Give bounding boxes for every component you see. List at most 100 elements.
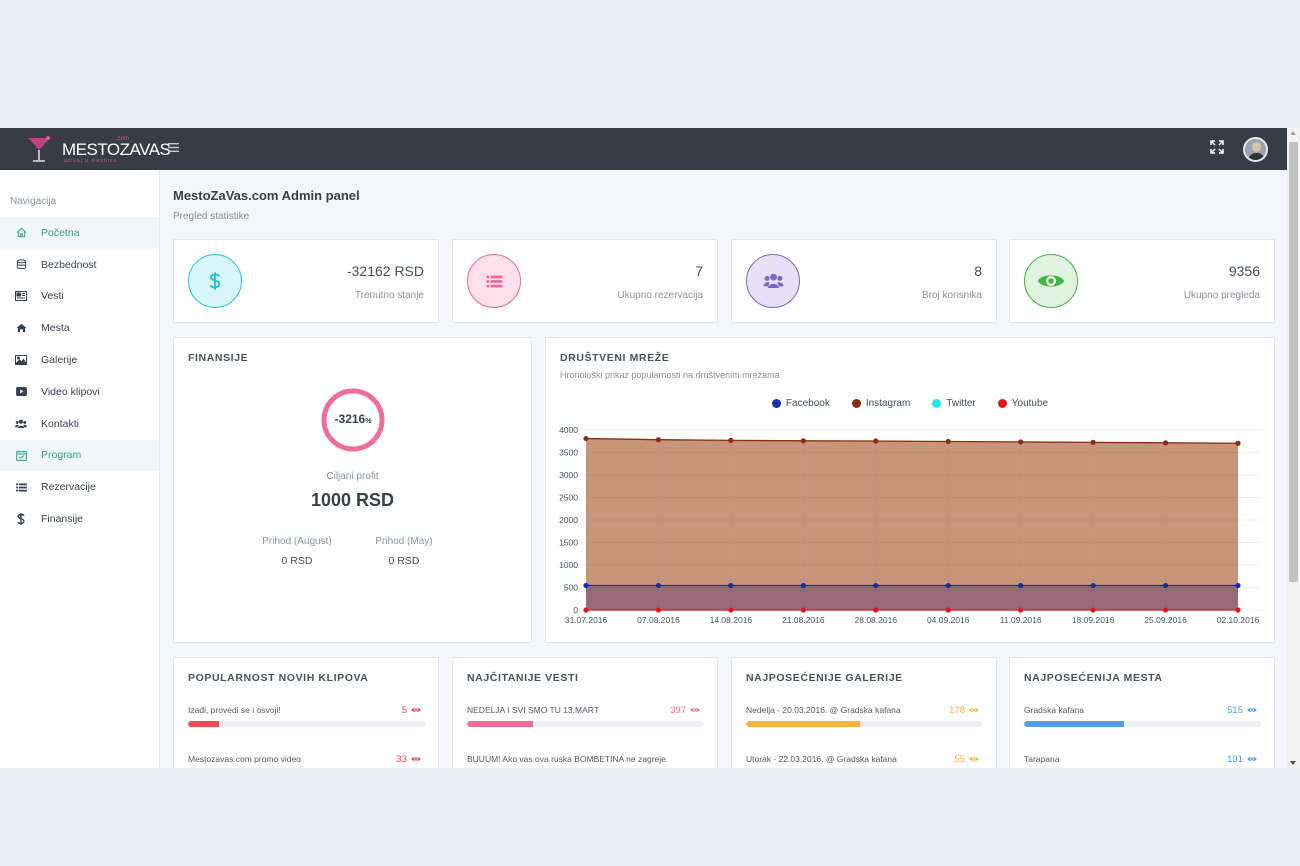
sidebar-item[interactable]: Početna bbox=[0, 217, 159, 249]
users-icon bbox=[762, 273, 784, 289]
y-tick-label: 1500 bbox=[559, 538, 578, 548]
view-count: 191 bbox=[1227, 753, 1261, 765]
brand-logo[interactable]: MESTOZAVAS uzivaj u mestima .com bbox=[24, 134, 171, 166]
popular-title: NAJČITANIJE VESTI bbox=[467, 672, 579, 684]
y-tick-label: 0 bbox=[573, 605, 578, 615]
data-point bbox=[728, 607, 734, 613]
users-icon bbox=[15, 418, 27, 430]
scroll-up-arrow-icon[interactable] bbox=[1290, 131, 1296, 135]
sidebar-item[interactable]: Kontakti bbox=[0, 408, 159, 440]
user-avatar[interactable] bbox=[1243, 137, 1268, 162]
data-point bbox=[873, 582, 879, 589]
legend-dot bbox=[932, 399, 942, 408]
sidebar-item-label: Bezbednost bbox=[41, 258, 97, 271]
y-tick-label: 500 bbox=[564, 583, 578, 593]
legend-item[interactable]: Twitter bbox=[932, 398, 976, 409]
data-point bbox=[800, 607, 806, 613]
sidebar-item[interactable]: Vesti bbox=[0, 281, 159, 313]
stat-value: 7 bbox=[695, 263, 703, 279]
eye-icon bbox=[1247, 707, 1257, 714]
top-navbar: MESTOZAVAS uzivaj u mestima .com bbox=[0, 128, 1300, 170]
legend-label: Instagram bbox=[865, 398, 911, 409]
cocktail-glass-icon bbox=[28, 136, 50, 162]
target-value: 1000 RSD bbox=[310, 490, 395, 510]
x-tick-label: 04.09.2016 bbox=[927, 615, 970, 625]
legend-item[interactable]: Facebook bbox=[771, 398, 830, 409]
menu-toggle-icon[interactable] bbox=[168, 141, 182, 155]
dollar-icon bbox=[209, 272, 221, 290]
sidebar-item[interactable]: Mesta bbox=[0, 312, 159, 344]
sidebar-item[interactable]: Video klipovi bbox=[0, 376, 159, 408]
data-point bbox=[800, 582, 806, 589]
data-point bbox=[655, 582, 662, 589]
data-point bbox=[1235, 582, 1241, 589]
data-point bbox=[873, 438, 879, 444]
list-icon bbox=[15, 481, 27, 493]
finance-card: FINANSIJE -3216% Ciljani profit 1000 RSD… bbox=[173, 337, 532, 643]
finance-title: FINANSIJE bbox=[188, 352, 249, 364]
eye-icon bbox=[411, 707, 421, 714]
popular-title: NAJPOSEĆENIJA MESTA bbox=[1024, 672, 1163, 684]
fullscreen-icon[interactable] bbox=[1210, 140, 1226, 156]
logo-tagline: uzivaj u mestima bbox=[64, 158, 118, 164]
progress-track bbox=[1024, 721, 1261, 727]
sidebar-item[interactable]: Rezervacije bbox=[0, 471, 159, 503]
sidebar-item[interactable]: Galerije bbox=[0, 344, 159, 376]
data-point bbox=[728, 437, 734, 443]
stat-card: 8 Broj korisnika bbox=[731, 239, 997, 323]
data-point bbox=[1090, 582, 1096, 589]
data-point bbox=[1018, 582, 1024, 589]
progress-track bbox=[188, 721, 425, 727]
legend-item[interactable]: Instagram bbox=[851, 398, 911, 409]
eye-icon bbox=[1037, 272, 1065, 291]
popular-card: NAJČITANIJE VESTI NEDELJA I SVI SMO TU 13… bbox=[452, 657, 718, 768]
progress-track bbox=[467, 721, 704, 727]
sidebar-item-label: Kontakti bbox=[41, 417, 79, 430]
popular-item-name: Utorak - 22.03.2016. @ Gradska kafana bbox=[746, 754, 897, 764]
popular-item-name: Mestozavas.com promo video bbox=[188, 754, 301, 764]
image-icon bbox=[15, 354, 27, 366]
house-icon bbox=[15, 322, 27, 334]
view-count: 178 bbox=[949, 704, 983, 716]
data-point bbox=[1090, 607, 1096, 613]
sidebar-item[interactable]: Finansije bbox=[0, 503, 159, 535]
eye-icon bbox=[1247, 756, 1257, 763]
legend-dot bbox=[771, 399, 781, 408]
vertical-scrollbar[interactable] bbox=[1287, 128, 1300, 768]
app-window: MESTOZAVAS uzivaj u mestima .com Navigac… bbox=[0, 128, 1300, 768]
view-count: 55 bbox=[954, 753, 983, 765]
y-tick-label: 3000 bbox=[559, 470, 578, 480]
x-tick-label: 11.09.2016 bbox=[1000, 615, 1042, 625]
stat-caption: Trenutno stanje bbox=[354, 290, 424, 301]
scroll-down-arrow-icon[interactable] bbox=[1290, 761, 1296, 765]
data-point bbox=[583, 435, 589, 442]
y-tick-label: 2000 bbox=[559, 515, 578, 525]
stat-icon-circle bbox=[1024, 254, 1078, 308]
eye-icon bbox=[969, 707, 979, 714]
nav-heading: Navigacija bbox=[10, 196, 57, 207]
popular-card: NAJPOSEĆENIJA MESTA Gradska kafana 515 Tara… bbox=[1009, 657, 1275, 768]
sidebar-item-label: Video klipovi bbox=[41, 385, 100, 398]
income-value: 0 RSD bbox=[281, 555, 313, 567]
page-subtitle: Pregled statistike bbox=[173, 211, 250, 222]
page-title: MestoZaVas.com Admin panel bbox=[173, 188, 360, 203]
data-point bbox=[800, 438, 806, 444]
view-count: 515 bbox=[1227, 704, 1261, 716]
series-line bbox=[585, 437, 1239, 444]
series-area bbox=[586, 438, 1238, 610]
social-subtitle: Hronološki prikaz popularnosti na društv… bbox=[560, 370, 780, 380]
scroll-thumb[interactable] bbox=[1289, 142, 1298, 582]
legend-item[interactable]: Youtube bbox=[997, 398, 1048, 409]
x-tick-label: 28.08.2016 bbox=[855, 615, 898, 625]
sidebar: Navigacija Početna Bezbednost Vesti Mesta Ga… bbox=[0, 170, 160, 768]
legend-dot bbox=[851, 399, 861, 408]
series-area bbox=[586, 585, 1238, 610]
sidebar-item[interactable]: Bezbednost bbox=[0, 249, 159, 281]
profit-donut: -3216% bbox=[319, 386, 387, 454]
sidebar-item[interactable]: Program bbox=[0, 439, 159, 472]
sidebar-item-label: Finansije bbox=[41, 513, 84, 526]
x-tick-label: 02.10.2016 bbox=[1217, 615, 1260, 625]
dollar-icon bbox=[15, 513, 27, 526]
view-count: 33 bbox=[396, 753, 425, 765]
data-point bbox=[583, 582, 589, 589]
